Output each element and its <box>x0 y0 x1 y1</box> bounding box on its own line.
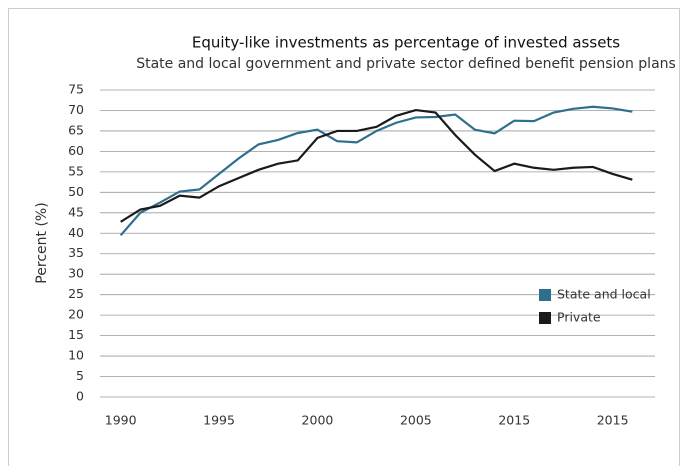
y-tick-label: 30 <box>68 266 84 281</box>
x-tick-label: 2000 <box>302 413 334 428</box>
x-tick-label: 1990 <box>105 413 137 428</box>
legend-swatch <box>539 312 551 324</box>
y-tick-label: 5 <box>76 368 84 383</box>
chart-subtitle: State and local government and private s… <box>136 56 676 72</box>
y-tick-label: 50 <box>68 184 84 199</box>
legend-label: Private <box>557 310 601 325</box>
x-tick-label: 2015 <box>597 413 629 428</box>
y-tick-label: 75 <box>68 82 84 97</box>
y-tick-label: 60 <box>68 143 84 158</box>
x-tick-label: 1995 <box>203 413 235 428</box>
y-tick-label: 15 <box>68 327 84 342</box>
y-tick-label: 25 <box>68 286 84 301</box>
y-tick-label: 40 <box>68 225 84 240</box>
y-tick-label: 70 <box>68 102 84 117</box>
x-tick-label: 2015 <box>498 413 530 428</box>
frame <box>8 8 680 470</box>
y-tick-label: 35 <box>68 245 84 260</box>
y-tick-label: 0 <box>76 389 84 404</box>
legend-swatch <box>539 289 551 301</box>
y-axis-label: Percent (%) <box>34 202 50 283</box>
y-tick-label: 45 <box>68 204 84 219</box>
line-series <box>120 108 633 223</box>
legend-label: State and local <box>557 287 651 302</box>
chart-title: Equity-like investments as percentage of… <box>192 34 620 52</box>
y-tick-label: 55 <box>68 163 84 178</box>
x-tick-label: 2005 <box>400 413 432 428</box>
y-tick-label: 10 <box>68 348 84 363</box>
y-tick-label: 20 <box>68 307 84 322</box>
y-tick-label: 65 <box>68 122 84 137</box>
line-series <box>119 105 633 237</box>
